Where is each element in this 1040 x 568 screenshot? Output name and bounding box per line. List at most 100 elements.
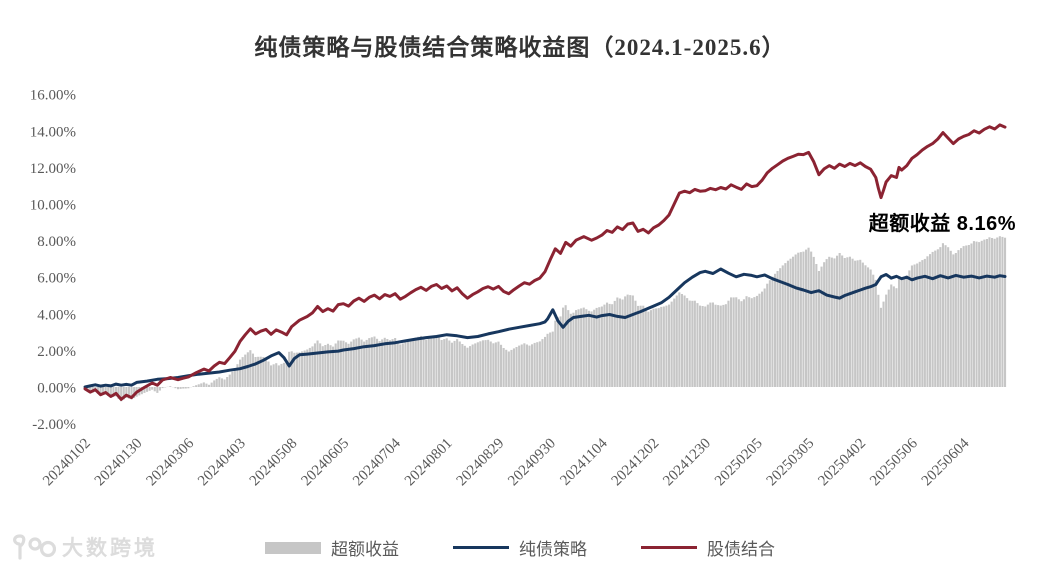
excess-return-bar [476,342,479,387]
excess-return-bar [357,337,360,387]
excess-return-bar [895,288,898,387]
excess-return-bar-swatch [265,541,321,554]
excess-return-bar [817,271,820,387]
excess-return-bar [642,305,645,387]
excess-return-bar [879,307,882,387]
excess-return-bar [621,299,624,387]
excess-return-bar [339,340,342,387]
excess-return-bar [740,301,743,387]
excess-return-bar [345,342,348,387]
excess-return-bar [293,352,296,387]
excess-return-bar [419,335,422,387]
excess-return-bar [417,336,420,387]
chart-title: 纯债策略与股债结合策略收益图（2024.1-2025.6） [254,35,786,60]
excess-return-bar [440,340,443,387]
excess-return-bar [169,386,172,387]
excess-return-bar [520,344,523,387]
excess-return-bar [644,308,647,387]
excess-return-bar [872,274,875,387]
x-tick-label: 20240306 [143,435,197,489]
excess-return-bar [637,305,640,387]
y-tick-label: 16.00% [30,88,76,104]
excess-return-bar [280,363,283,387]
excess-return-bar [326,343,329,387]
excess-return-bar [631,295,634,387]
excess-return-bar [923,258,926,387]
excess-return-bar [435,335,438,387]
excess-return-bar [877,294,880,387]
excess-return-bar [680,294,683,387]
x-tick-label: 20250506 [867,435,921,489]
excess-return-bar [556,317,559,387]
y-tick-label: 6.00% [37,271,76,287]
excess-return-bar [282,362,285,387]
excess-return-bar [967,245,970,387]
y-tick-label: 14.00% [30,124,76,140]
excess-return-bar [699,305,702,387]
excess-return-bar [779,268,782,387]
excess-return-bar [737,299,740,387]
excess-return-bar [489,341,492,387]
excess-return-bar [675,295,678,387]
excess-return-bar [288,351,291,387]
excess-return-bar [285,360,288,387]
excess-return-bar [251,353,254,387]
excess-return-bar [910,265,913,387]
excess-return-bar [823,262,826,387]
excess-return-bar [673,298,676,388]
excess-return-bar [239,359,242,388]
excess-return-bar [487,339,490,387]
excess-return-bar [1004,237,1007,387]
legend-item-pure-bond: 纯债策略 [453,535,587,560]
excess-return-bar [998,236,1001,387]
excess-return-bar [355,338,358,387]
x-tick-label: 20240130 [92,436,146,490]
excess-return-bar [939,247,942,387]
excess-return-bar [991,238,994,387]
excess-return-bar [456,339,459,387]
excess-return-bar [156,387,159,393]
excess-return-bar [944,245,947,387]
excess-return-bar [802,251,805,387]
excess-return-bar [900,278,903,387]
excess-return-bar [233,368,236,387]
excess-return-bar [313,343,316,387]
excess-return-bar [497,341,500,387]
excess-return-bar [768,280,771,387]
excess-return-bar [546,333,549,387]
excess-return-bar [210,382,213,387]
excess-return-bar [972,241,975,387]
excess-return-bar [647,311,650,387]
excess-return-bar [182,387,185,389]
excess-return-bar [874,279,877,387]
excess-return-bar [559,316,562,387]
excess-return-bar [717,305,720,387]
excess-return-bar [438,337,441,387]
stock-bond-line-swatch [641,546,697,549]
excess-return-bar [536,342,539,387]
excess-return-bar [394,338,397,387]
excess-return-bar [404,342,407,387]
excess-return-bar [407,341,410,387]
excess-return-bar [600,306,603,387]
legend-item-excess-return: 超额收益 [265,535,399,560]
excess-return-bar [507,351,510,387]
excess-return-bar [177,387,180,390]
excess-return-bar [665,305,668,387]
excess-return-bar [528,345,531,387]
excess-return-bar [541,339,544,387]
excess-return-bar-series [84,236,1007,402]
x-tick-label: 20240605 [298,436,352,490]
excess-return-bar [368,338,371,387]
excess-return-bar [319,343,322,387]
excess-return-bar [334,343,337,387]
excess-return-bar [815,264,818,387]
excess-return-bar [443,339,446,387]
excess-return-bar [887,289,890,387]
excess-return-bar [854,260,857,387]
x-tick-label: 20250402 [815,436,869,490]
excess-return-bar [634,300,637,387]
excess-return-bar [618,298,621,387]
excess-return-bar [918,261,921,387]
excess-return-bar [158,387,161,391]
